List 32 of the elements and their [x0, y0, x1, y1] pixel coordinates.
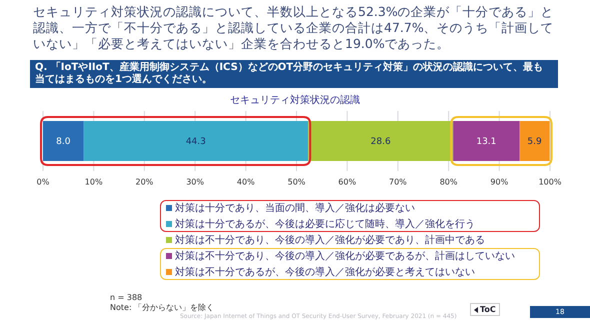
- x-tick-label: 50%: [288, 178, 306, 187]
- chart-title: セキュリティ対策状況の認識: [229, 94, 361, 107]
- x-tick-label: 60%: [338, 178, 356, 187]
- x-tick-label: 40%: [236, 178, 256, 187]
- data-label: 8.0: [56, 137, 71, 148]
- legend-label: 対策は十分であるが、今後は必要に応じて随時、導入／強化を行う: [175, 218, 475, 231]
- x-tick-label: 80%: [440, 178, 458, 187]
- x-tick-label: 70%: [389, 178, 408, 187]
- x-tick-label: 30%: [186, 178, 204, 187]
- data-label: 5.9: [527, 137, 542, 148]
- text: セキュリティ対策状況の認識について、半数以上となる52.3%の企業が「十分である」と認識、一方で「不十分である」と認識している企業の合計は47.7%、そのうち「計画していない」「必要と考えてはいない」企業を合わせると19.0%であった。: [33, 4, 555, 52]
- x-tick-label: 0%: [36, 178, 50, 187]
- data-label: 28.6: [370, 137, 391, 148]
- data-label: 44.3: [186, 137, 206, 148]
- bar: [308, 121, 454, 161]
- data-label: 13.1: [476, 137, 496, 148]
- legend-label: 対策は不十分であるが、今後の導入／強化が必要と考えてはいない: [175, 266, 475, 279]
- bar: [520, 121, 550, 161]
- x-tick-label: 10%: [84, 178, 103, 187]
- text: ToC: [470, 303, 500, 316]
- legend-label: 対策は不十分であり、今後の導入／強化が必要であるが、計画はしていない: [175, 250, 515, 263]
- legend-label: 対策は十分であり、当面の間、導入／強化は必要ない: [175, 202, 415, 215]
- bar: [453, 121, 520, 161]
- legend-label: 対策は不十分であり、今後の導入／強化が必要であり、計画中である: [175, 234, 485, 247]
- x-tick-label: 100%: [538, 178, 562, 187]
- x-tick-label: 20%: [136, 178, 154, 187]
- text: Note: 「分からない」を除く: [110, 303, 214, 313]
- bar: [84, 121, 308, 161]
- bar: [43, 121, 84, 161]
- x-tick-label: 90%: [490, 178, 509, 187]
- text: n = 388: [110, 293, 144, 303]
- chart-subtitle: Q. 「IoTやIIoT、産業用制御システム（ICS）などのOT分野のセキュリティ対策」の状況の認識について、最も当てはまるものを1つ選んでください。: [30, 60, 558, 88]
